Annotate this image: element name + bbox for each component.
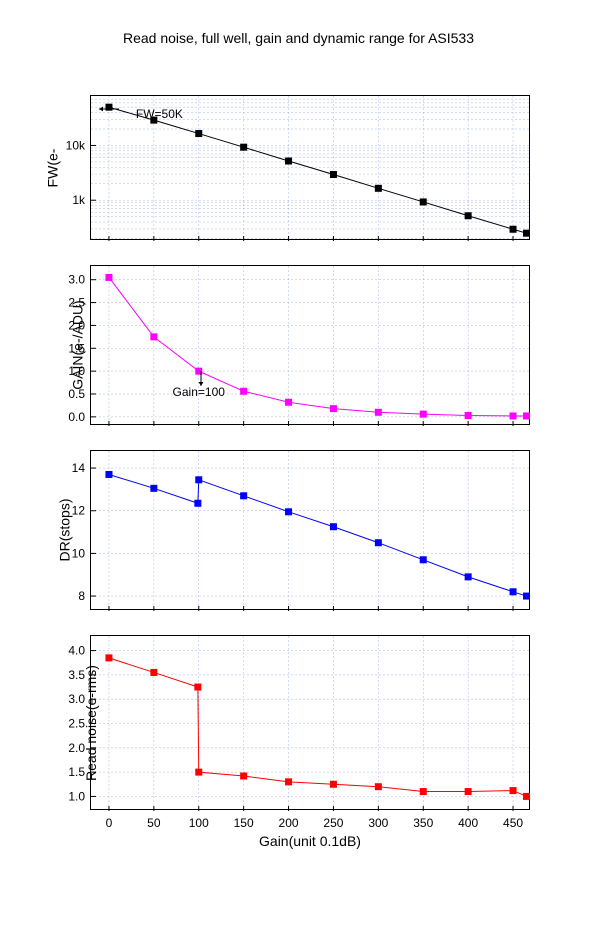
ylabel-dr: DR(stops) bbox=[57, 498, 73, 561]
svg-text:1k: 1k bbox=[72, 193, 86, 207]
svg-text:0: 0 bbox=[106, 816, 113, 830]
plot-fw: 1k10kFW=50K bbox=[91, 96, 531, 241]
svg-text:50: 50 bbox=[147, 816, 161, 830]
svg-text:FW=50K: FW=50K bbox=[136, 107, 183, 121]
svg-text:150: 150 bbox=[234, 816, 254, 830]
svg-text:8: 8 bbox=[78, 589, 85, 603]
plot-rn: 1.01.52.02.53.03.54.00501001502002503003… bbox=[91, 636, 531, 811]
ylabel-gain: GAIN(e-/ADU) bbox=[70, 300, 86, 389]
panel-gain: GAIN(e-/ADU)0.00.51.01.52.02.53.0Gain=10… bbox=[90, 265, 530, 425]
svg-text:12: 12 bbox=[72, 504, 86, 518]
chart-page: Read noise, full well, gain and dynamic … bbox=[0, 0, 597, 938]
svg-text:400: 400 bbox=[458, 816, 478, 830]
plot-dr: 8101214 bbox=[91, 451, 531, 611]
panel-fw: FW(e-1k10kFW=50K bbox=[90, 95, 530, 240]
ylabel-fw: FW(e- bbox=[44, 148, 60, 187]
panel-rn: Read noise(e-rms)1.01.52.02.53.03.54.005… bbox=[90, 635, 530, 810]
svg-text:10: 10 bbox=[72, 546, 86, 560]
svg-text:300: 300 bbox=[368, 816, 388, 830]
ylabel-rn: Read noise(e-rms) bbox=[83, 665, 99, 781]
svg-text:14: 14 bbox=[72, 461, 86, 475]
plot-gain: 0.00.51.01.52.02.53.0Gain=100 bbox=[91, 266, 531, 426]
svg-text:250: 250 bbox=[323, 816, 343, 830]
svg-text:200: 200 bbox=[279, 816, 299, 830]
svg-text:450: 450 bbox=[503, 816, 523, 830]
chart-title: Read noise, full well, gain and dynamic … bbox=[0, 30, 597, 46]
svg-text:4.0: 4.0 bbox=[68, 644, 85, 658]
svg-text:100: 100 bbox=[189, 816, 209, 830]
xlabel: Gain(unit 0.1dB) bbox=[91, 833, 529, 849]
svg-text:10k: 10k bbox=[66, 138, 86, 152]
svg-text:Gain=100: Gain=100 bbox=[173, 385, 226, 399]
svg-text:3.0: 3.0 bbox=[68, 273, 85, 287]
svg-text:0.0: 0.0 bbox=[68, 410, 85, 424]
panels-container: FW(e-1k10kFW=50K GAIN(e-/ADU)0.00.51.01.5… bbox=[90, 95, 530, 810]
svg-text:1.0: 1.0 bbox=[68, 789, 85, 803]
panel-dr: DR(stops)8101214 bbox=[90, 450, 530, 610]
svg-text:350: 350 bbox=[413, 816, 433, 830]
